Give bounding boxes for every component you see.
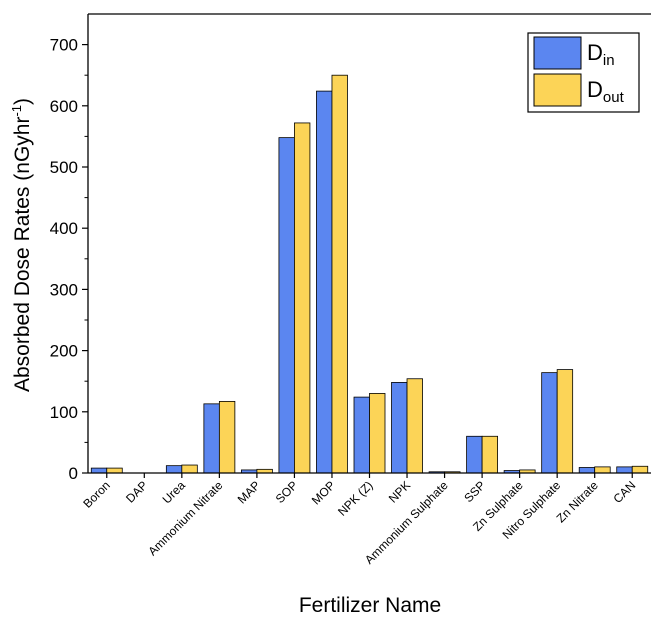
bar-dout-mop: [331, 74, 348, 474]
bar-din-can: [616, 466, 633, 474]
legend-swatch-dout: [533, 73, 582, 107]
y-tick-label: 400: [50, 219, 78, 238]
bar-dout-ammonium-nitrate: [218, 400, 236, 474]
x-category-label: DAP: [123, 478, 150, 505]
bar-dout-zn-nitrate: [594, 466, 611, 474]
x-category-label: MOP: [309, 478, 338, 507]
legend-label-dout-sub: out: [603, 89, 625, 106]
bar-din-boron: [90, 467, 108, 474]
bar-din-urea: [165, 465, 183, 474]
legend-label-din-sub: in: [603, 52, 615, 69]
bars-layer: [90, 74, 649, 474]
x-category-label: Boron: [80, 478, 113, 511]
bar-dout-can: [631, 465, 649, 474]
legend-label-din: Din: [587, 40, 615, 69]
x-category-label: Zn Nitrate: [554, 478, 601, 525]
bar-dout-npk: [406, 378, 423, 474]
bar-dout-boron: [106, 467, 123, 474]
bar-dout-npk-z: [369, 393, 386, 474]
ticks-layer: 0 100 200 300 400 500 600 700: [50, 36, 633, 483]
bar-din-ammonium-nitrate: [203, 403, 220, 474]
bar-din-sop: [278, 137, 295, 474]
y-axis-title-end: ): [11, 98, 34, 105]
y-tick-label: 300: [50, 280, 78, 299]
bar-dout-sop: [294, 122, 311, 474]
y-tick-label: 100: [50, 403, 78, 422]
bar-din-mop: [316, 90, 333, 474]
x-category-label: MAP: [235, 478, 263, 506]
y-axis-title: Absorbed Dose Rates (nGyhr-1): [9, 98, 34, 392]
y-tick-label: 0: [69, 464, 78, 483]
bar-din-npk: [391, 382, 408, 474]
bar-din-nitro-sulphate: [541, 372, 558, 474]
x-axis-title: Fertilizer Name: [299, 594, 441, 617]
legend-label-dout: Dout: [587, 77, 625, 106]
legend-label-din-main: D: [587, 40, 603, 65]
bar-din-zn-nitrate: [578, 467, 596, 474]
bar-din-npk-z: [353, 396, 370, 474]
y-axis-title-sup: -1: [9, 105, 24, 117]
x-category-label: NPK: [386, 478, 413, 505]
bar-dout-urea: [181, 464, 198, 474]
legend: Din Dout: [527, 32, 640, 113]
x-category-label: Urea: [160, 478, 189, 507]
y-tick-label: 700: [50, 36, 78, 55]
x-category-label: SSP: [461, 478, 488, 505]
bar-dout-ssp: [481, 435, 499, 474]
bar-dout-nitro-sulphate: [556, 369, 574, 474]
y-tick-label: 600: [50, 97, 78, 116]
y-tick-label: 200: [50, 342, 78, 361]
x-category-label: SOP: [273, 478, 301, 506]
bar-din-ssp: [466, 435, 483, 474]
y-axis-title-main: Absorbed Dose Rates (nGyhr: [11, 117, 34, 392]
legend-swatch-din: [533, 36, 582, 70]
y-tick-label: 500: [50, 158, 78, 177]
legend-label-dout-main: D: [587, 77, 603, 102]
x-category-label: CAN: [611, 478, 639, 506]
x-category-label: NPK (Z): [335, 478, 376, 519]
